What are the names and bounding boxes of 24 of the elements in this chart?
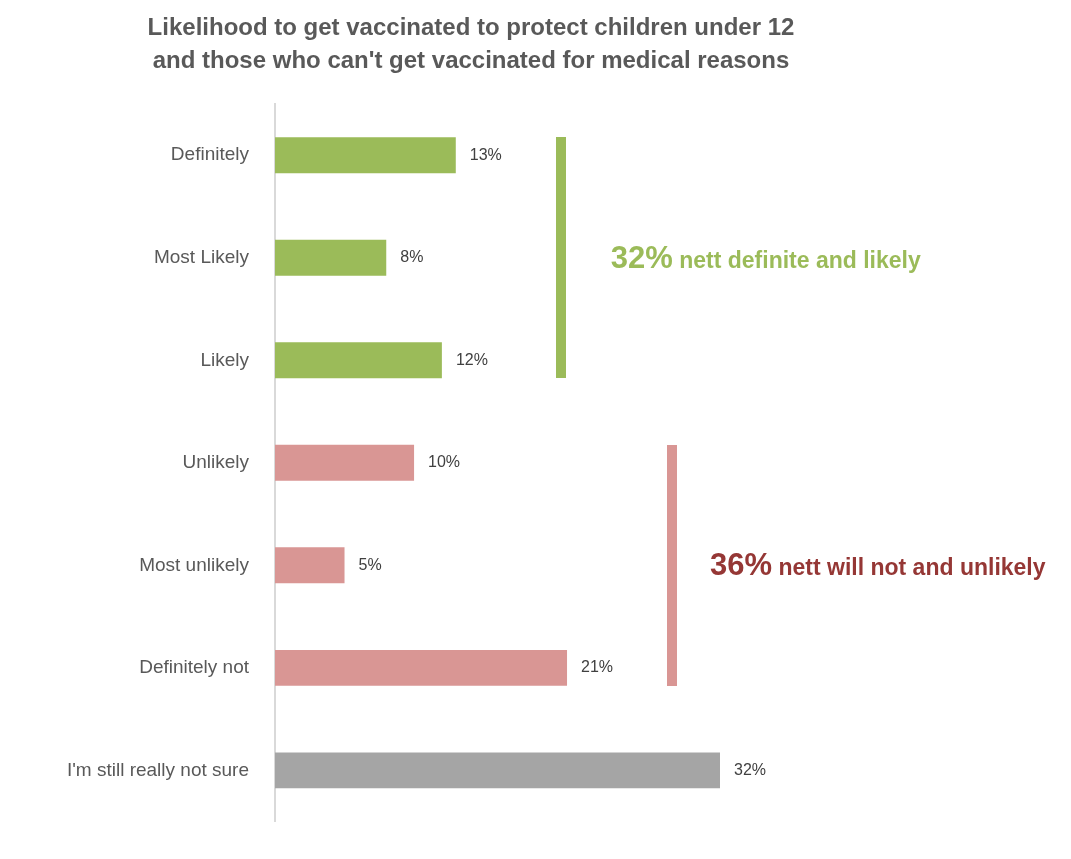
data-label: 32% [734, 760, 767, 778]
bar [275, 547, 345, 584]
bar [275, 444, 415, 481]
y-tick-label: Likely [200, 348, 250, 370]
y-tick-label: Unlikely [182, 451, 250, 473]
data-label: 8% [400, 248, 424, 266]
bar [275, 342, 442, 379]
bar [275, 752, 720, 789]
y-tick-label: Most Likely [153, 246, 250, 268]
data-label: 13% [469, 145, 502, 163]
y-tick-label: Most unlikely [139, 553, 250, 575]
bar [275, 649, 568, 686]
annotation: 36% nett will not and unlikely [710, 547, 1046, 583]
chart-title: Likelihood to get vaccinated to protect children under 12 and those who can't get vaccinated for medical reasons [146, 12, 796, 75]
y-tick-label: Definitely [170, 143, 250, 165]
bar [275, 137, 456, 174]
bar [275, 239, 387, 276]
data-label: 10% [428, 453, 461, 471]
annotation: 32% nett definite and likely [610, 239, 921, 275]
data-label: 21% [581, 658, 614, 676]
y-tick-label: I'm still really not sure [66, 758, 249, 780]
data-label: 12% [455, 350, 488, 368]
y-tick-label: Definitely not [139, 656, 250, 678]
data-label: 5% [358, 555, 382, 573]
